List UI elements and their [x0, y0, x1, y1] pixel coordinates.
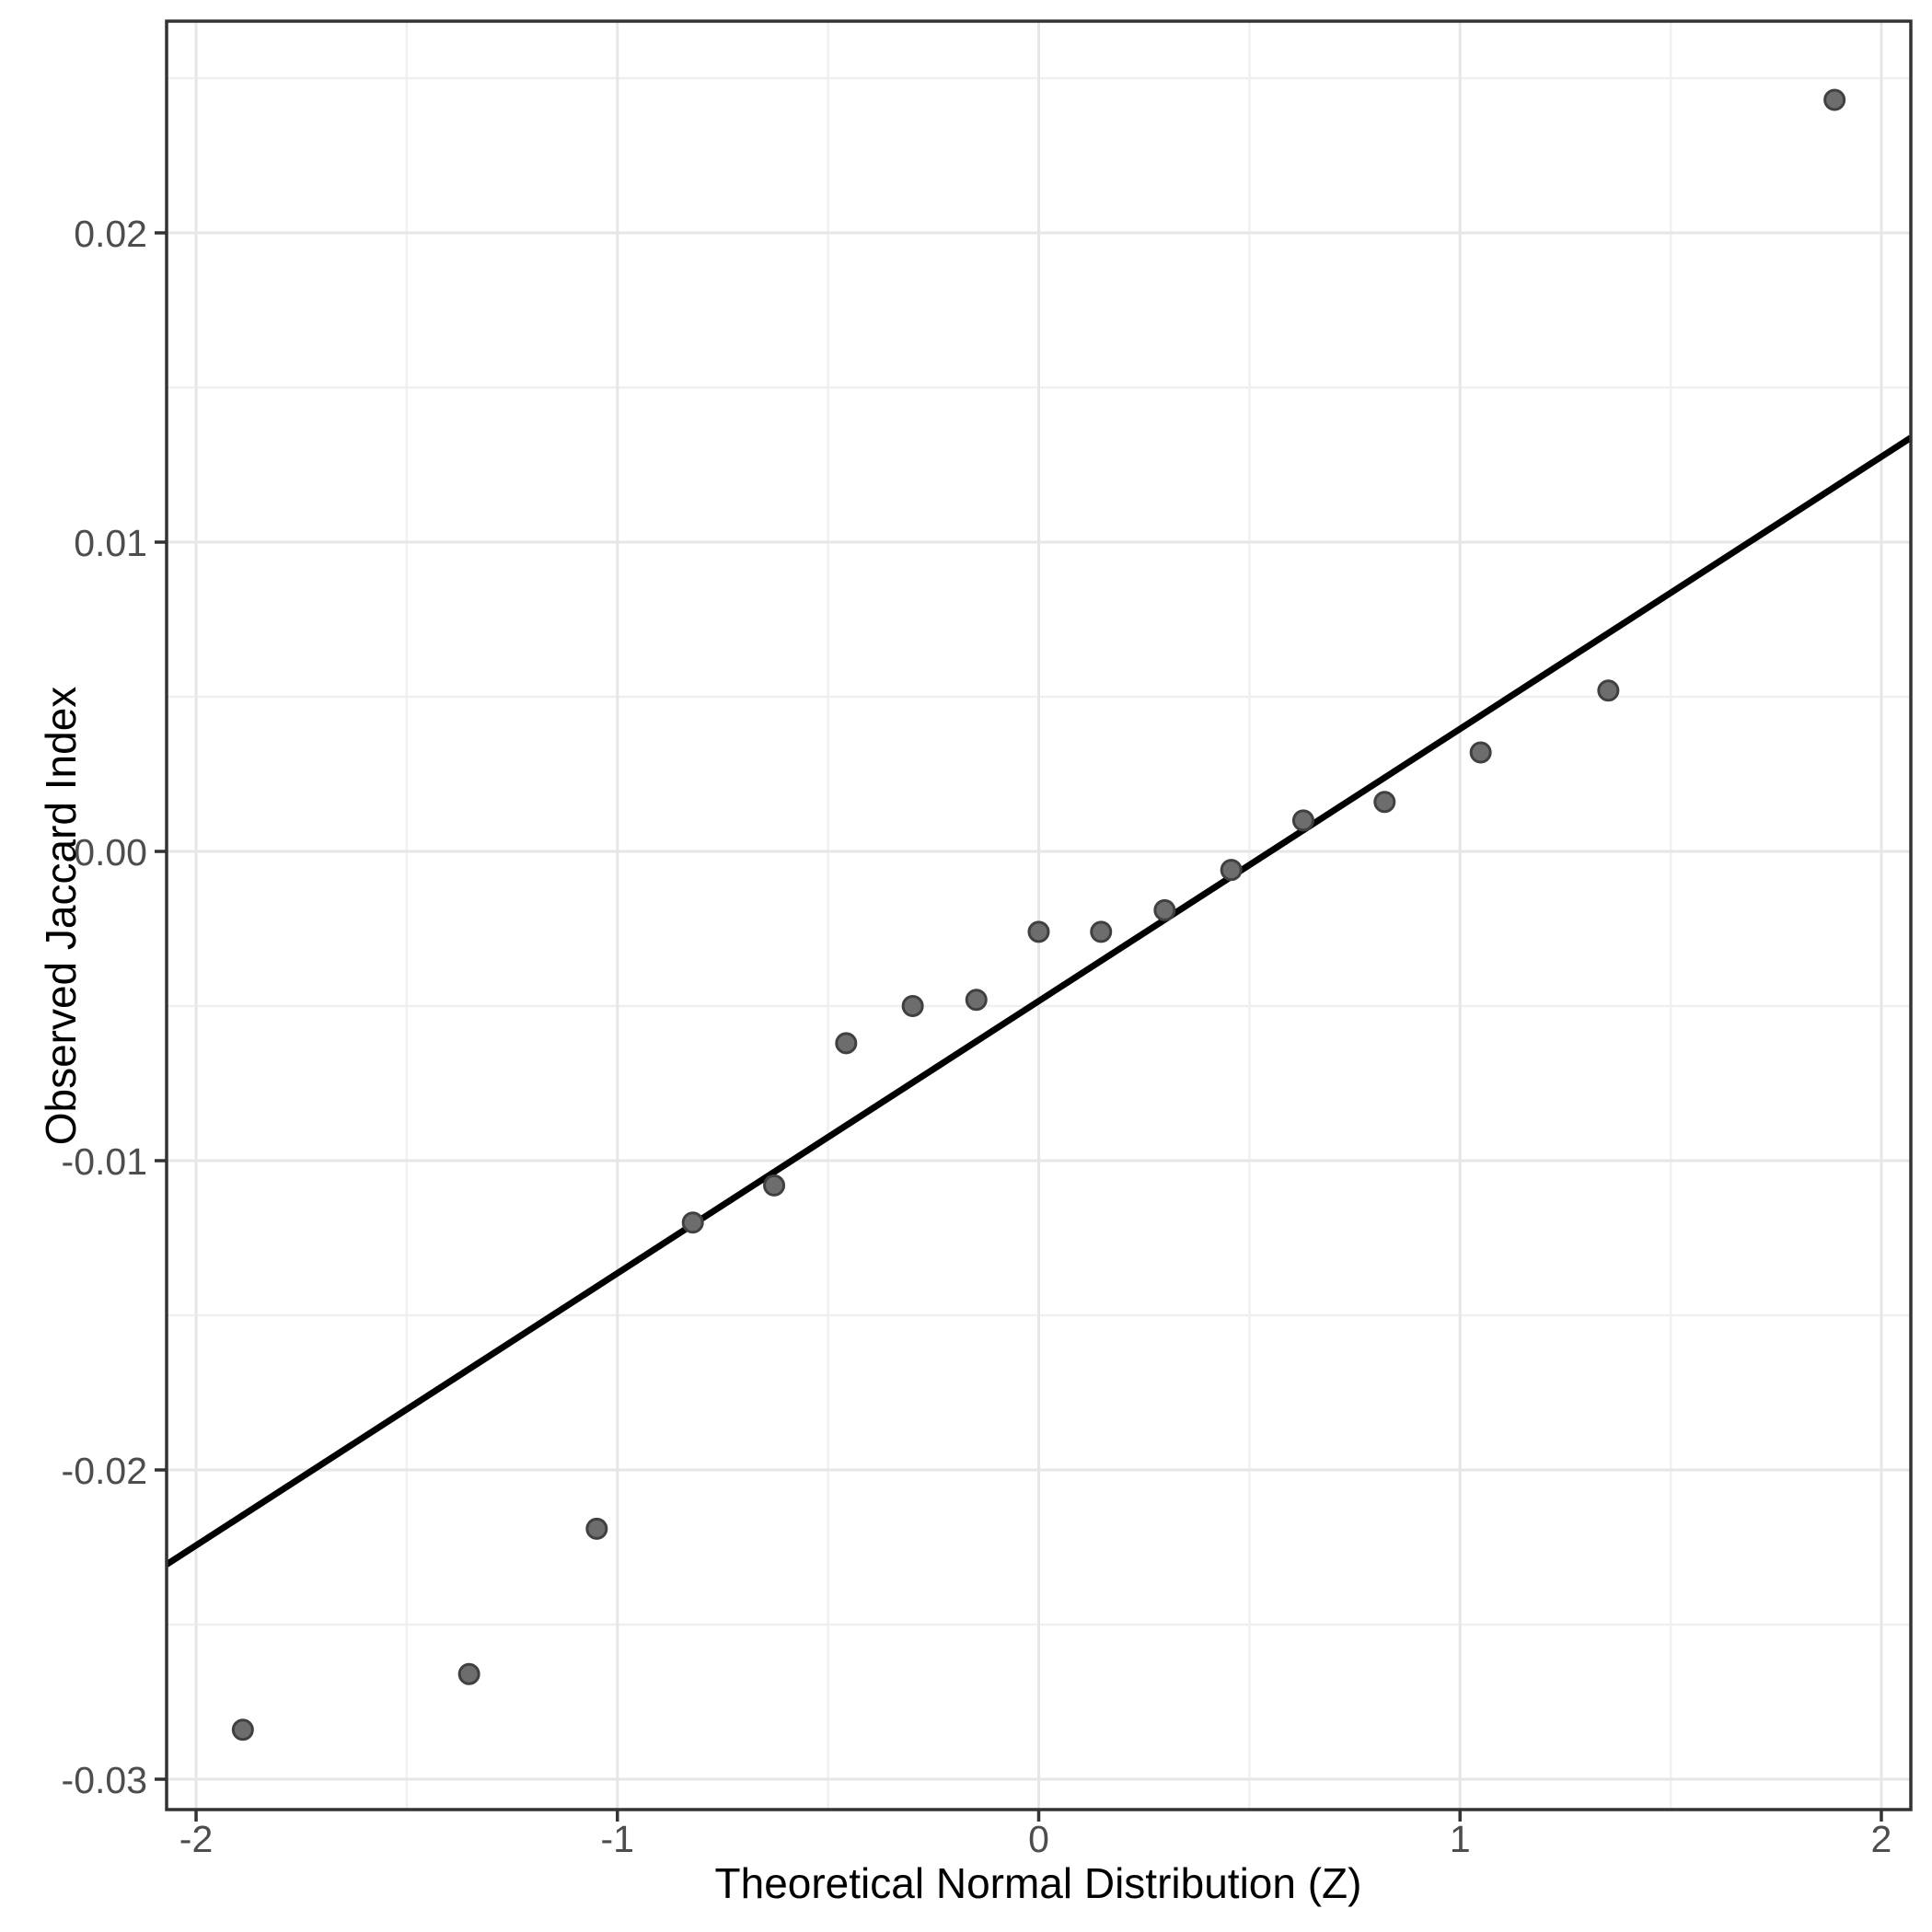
x-axis-title: Theoretical Normal Distribution (Z): [715, 1859, 1362, 1907]
data-point: [901, 994, 924, 1017]
axis-tick-labels-layer: -2 -1 0 1 2 0.02 0.01 0.00 -0.01 -0.02 -0.03: [62, 213, 1892, 1860]
x-tick-label: 1: [1450, 1818, 1471, 1860]
data-point: [1153, 898, 1176, 921]
data-point: [1090, 920, 1113, 943]
y-tick-label: -0.02: [62, 1450, 147, 1492]
data-points-layer: [231, 88, 1846, 1741]
y-axis-title: Observed Jaccard Index: [37, 687, 85, 1146]
y-tick-label: -0.03: [62, 1759, 147, 1801]
data-point: [1027, 920, 1050, 943]
major-gridlines: [167, 21, 1911, 1810]
qq-line-layer: [165, 434, 1913, 1568]
axis-ticks-layer: [155, 231, 1883, 1822]
x-tick-label: -1: [601, 1818, 634, 1860]
data-point: [231, 1718, 254, 1741]
x-tick-label: -2: [179, 1818, 213, 1860]
x-tick-label: 2: [1871, 1818, 1892, 1860]
y-tick-label: 0.02: [74, 213, 147, 255]
data-point: [1220, 859, 1243, 882]
data-point: [585, 1517, 608, 1540]
data-point: [835, 1032, 858, 1055]
y-tick-label: 0.01: [74, 522, 147, 564]
data-point: [1373, 791, 1396, 814]
y-tick-label: 0.00: [74, 831, 147, 873]
data-point: [763, 1174, 786, 1197]
data-point: [681, 1211, 704, 1234]
y-tick-label: -0.01: [62, 1140, 147, 1183]
data-point: [1823, 88, 1846, 111]
data-point: [1597, 679, 1620, 702]
data-point: [1291, 809, 1314, 832]
data-point: [965, 989, 988, 1012]
x-tick-label: 0: [1028, 1818, 1049, 1860]
qq-reference-line: [165, 434, 1913, 1568]
data-point: [1469, 741, 1492, 764]
data-point: [457, 1662, 480, 1685]
